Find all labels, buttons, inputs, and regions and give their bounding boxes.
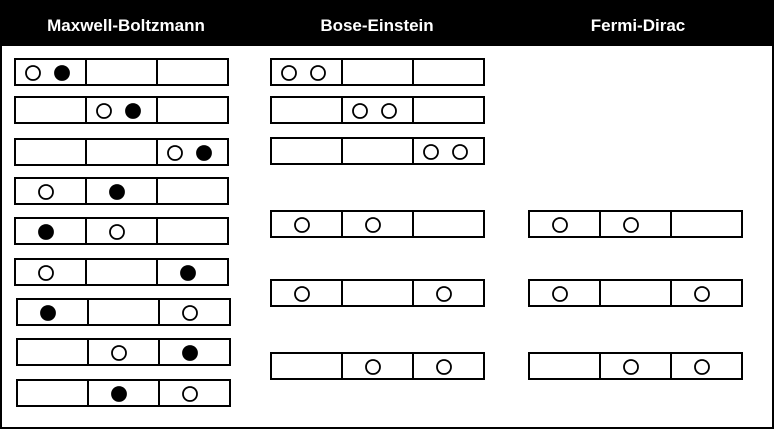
open-particle-left	[25, 65, 41, 81]
open-particle-right	[182, 386, 198, 402]
energy-level-box	[14, 58, 229, 86]
energy-level-box	[14, 96, 229, 124]
open-particle-right	[423, 144, 439, 160]
column-title-bose-einstein: Bose-Einstein	[320, 16, 433, 35]
open-particle-left	[552, 217, 568, 233]
be-configuration-row	[270, 210, 485, 238]
open-particle-right	[436, 359, 452, 375]
open-particle-left	[38, 184, 54, 200]
energy-level-box	[270, 137, 485, 165]
header-band-right	[252, 2, 774, 46]
open-particle-middle	[381, 103, 397, 119]
open-particle-right	[452, 144, 468, 160]
filled-particle-left	[40, 305, 56, 321]
be-configuration-row	[270, 58, 485, 86]
filled-particle-middle	[109, 184, 125, 200]
open-particle-right	[694, 359, 710, 375]
open-particle-right	[182, 305, 198, 321]
be-configuration-row	[270, 137, 485, 165]
open-particle-left	[281, 65, 297, 81]
energy-level-box	[270, 96, 485, 124]
open-particle-left	[294, 217, 310, 233]
open-particle-middle	[111, 345, 127, 361]
open-particle-middle	[623, 359, 639, 375]
mb-configuration-row	[14, 258, 229, 286]
filled-particle-right	[182, 345, 198, 361]
open-particle-middle	[365, 217, 381, 233]
mb-configuration-row	[14, 138, 229, 166]
filled-particle-middle	[125, 103, 141, 119]
open-particle-middle	[352, 103, 368, 119]
open-particle-middle	[109, 224, 125, 240]
open-particle-middle	[96, 103, 112, 119]
energy-level-box	[14, 138, 229, 166]
mb-configuration-row	[14, 177, 229, 205]
be-configuration-row	[270, 96, 485, 124]
filled-particle-middle	[111, 386, 127, 402]
mb-configuration-row	[14, 58, 229, 86]
energy-level-box	[270, 58, 485, 86]
open-particle-left	[294, 286, 310, 302]
header-band-left	[0, 0, 252, 46]
fd-configuration-row	[528, 352, 743, 380]
open-particle-left	[38, 265, 54, 281]
mb-configuration-row	[14, 96, 229, 124]
fd-configuration-row	[528, 279, 743, 307]
fd-configuration-row	[528, 210, 743, 238]
open-particle-right	[436, 286, 452, 302]
be-configuration-row	[270, 279, 485, 307]
configuration-rows	[14, 58, 743, 407]
column-title-fermi-dirac: Fermi-Dirac	[591, 16, 685, 35]
filled-particle-right	[180, 265, 196, 281]
column-title-maxwell-boltzmann: Maxwell-Boltzmann	[47, 16, 205, 35]
open-particle-right	[167, 145, 183, 161]
mb-configuration-row	[16, 379, 231, 407]
filled-particle-right	[196, 145, 212, 161]
mb-configuration-row	[14, 217, 229, 245]
filled-particle-left	[54, 65, 70, 81]
open-particle-middle	[365, 359, 381, 375]
filled-particle-left	[38, 224, 54, 240]
mb-configuration-row	[16, 338, 231, 366]
open-particle-left	[310, 65, 326, 81]
open-particle-left	[552, 286, 568, 302]
be-configuration-row	[270, 352, 485, 380]
mb-configuration-row	[16, 298, 231, 326]
open-particle-middle	[623, 217, 639, 233]
open-particle-right	[694, 286, 710, 302]
